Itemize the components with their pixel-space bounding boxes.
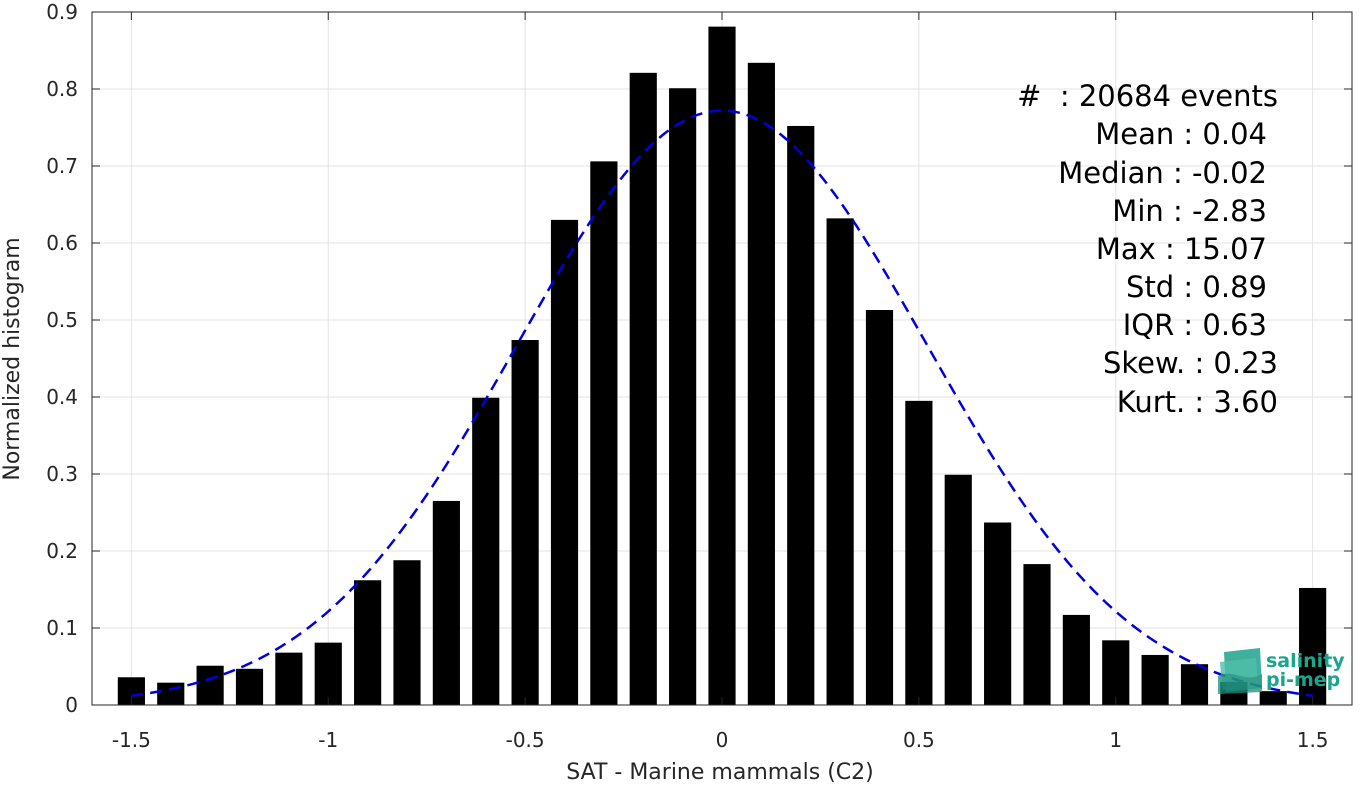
bar-3 <box>235 668 264 705</box>
y-tick-label-4: 0.4 <box>46 385 78 409</box>
stat-skew: Skew. : 0.23 <box>1103 346 1278 380</box>
y-tick-label-5: 0.5 <box>46 308 78 332</box>
bar-12 <box>590 161 618 705</box>
stat-max: Max : 15.07 <box>1096 232 1267 266</box>
bar-20 <box>905 400 933 705</box>
bar-11 <box>550 219 579 705</box>
bar-27 <box>1180 664 1209 705</box>
bar-29 <box>1259 691 1287 705</box>
bar-14 <box>669 88 697 706</box>
bar-19 <box>865 309 894 705</box>
tick-marks <box>92 11 1352 706</box>
bar-25 <box>1102 640 1130 705</box>
logo-wave-icon <box>1218 648 1262 694</box>
bar-16 <box>747 62 775 705</box>
bar-6 <box>354 580 382 705</box>
bar-30 <box>1299 587 1327 705</box>
bar-9 <box>472 397 500 705</box>
bar-21 <box>944 474 972 705</box>
y-tick-label-2: 0.2 <box>46 539 78 563</box>
y-tick-label-0: 0 <box>65 693 78 717</box>
y-axis-label: Normalized histogram <box>0 237 25 480</box>
stat-events: # : 20684 events <box>1017 79 1278 113</box>
x-tick-label-6: 1.5 <box>1297 728 1329 752</box>
bar-22 <box>984 522 1012 705</box>
stat-min: Min : -2.83 <box>1112 194 1267 228</box>
salinity-pi-mep-logo: salinity pi-mep <box>1218 648 1345 694</box>
bar-10 <box>511 340 539 705</box>
bar-5 <box>314 642 342 705</box>
bar-23 <box>1023 564 1051 705</box>
stat-iqr: IQR : 0.63 <box>1123 308 1267 342</box>
bar-15 <box>708 26 736 705</box>
y-tick-label-6: 0.6 <box>46 231 78 255</box>
bar-18 <box>826 218 854 706</box>
logo-line1: salinity <box>1266 650 1345 672</box>
stat-median: Median : -0.02 <box>1058 156 1267 190</box>
y-tick-label-1: 0.1 <box>46 616 78 640</box>
bar-2 <box>196 665 224 705</box>
x-tick-label-0: -1.5 <box>112 728 151 752</box>
x-tick-label-5: 1 <box>1109 728 1122 752</box>
bar-24 <box>1062 614 1090 705</box>
logo-line2: pi-mep <box>1266 669 1340 691</box>
x-tick-label-2: -0.5 <box>506 728 545 752</box>
normal-fit-curve <box>131 109 1313 697</box>
y-tick-label-8: 0.8 <box>46 77 78 101</box>
bar-7 <box>393 560 421 705</box>
stats-box: # : 20684 events Mean : 0.04 Median : -0… <box>1017 79 1278 419</box>
bar-17 <box>787 125 815 705</box>
bar-4 <box>275 652 303 705</box>
bar-26 <box>1141 654 1169 705</box>
bars-group <box>117 26 1327 706</box>
y-tick-labels: 0 0.1 0.2 0.3 0.4 0.5 0.6 0.7 0.8 0.9 <box>46 0 78 717</box>
bar-8 <box>432 500 460 705</box>
stat-std: Std : 0.89 <box>1126 270 1267 304</box>
stat-mean: Mean : 0.04 <box>1095 117 1267 151</box>
y-tick-label-9: 0.9 <box>46 0 78 24</box>
x-tick-labels: -1.5 -1 -0.5 0 0.5 1 1.5 <box>112 728 1329 752</box>
x-tick-label-1: -1 <box>318 728 338 752</box>
x-tick-label-4: 0.5 <box>903 728 935 752</box>
y-tick-label-7: 0.7 <box>46 154 78 178</box>
stat-kurt: Kurt. : 3.60 <box>1117 385 1278 419</box>
y-tick-label-3: 0.3 <box>46 462 78 486</box>
x-axis-label: SAT - Marine mammals (C2) <box>566 760 874 785</box>
x-tick-label-3: 0 <box>716 728 729 752</box>
bar-13 <box>629 72 657 705</box>
